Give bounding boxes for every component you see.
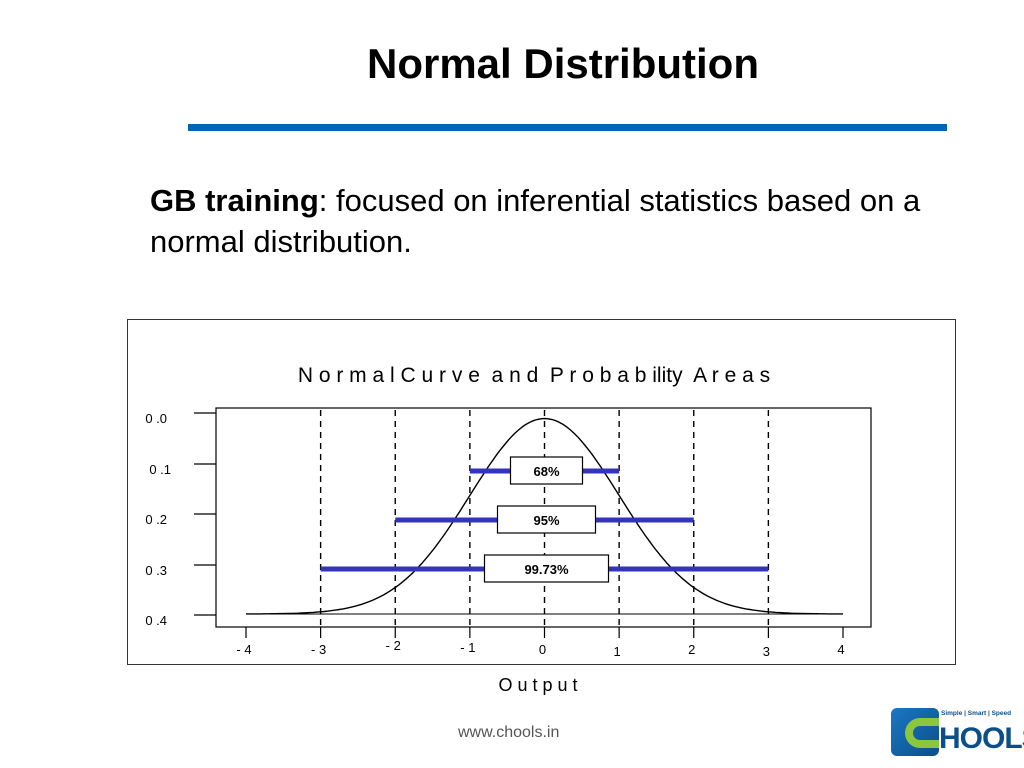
curve-group xyxy=(246,417,843,615)
interval-label-0: 68% xyxy=(533,464,559,479)
x-tick-label-1: - 3 xyxy=(311,642,326,657)
slide-title: Normal Distribution xyxy=(366,40,759,87)
intro-rest: : focused on inferential statistics base… xyxy=(150,183,921,259)
chools-c-logo-icon xyxy=(891,708,939,756)
plot-area xyxy=(215,407,872,628)
x-tick-label-4: 0 xyxy=(539,642,546,657)
x-tick-label-6: 2 xyxy=(688,642,695,657)
chools-logo: Simple | Smart | Speed HOOLS xyxy=(891,708,1024,758)
x-axis: - 4 - 3 - 2 - 1 0 1 2 3 4 xyxy=(236,627,845,659)
interval-box-0 xyxy=(509,456,584,485)
chart-frame xyxy=(127,319,956,665)
interval-label-1: 95% xyxy=(533,513,559,528)
interval-group: 68% 95% 99.73% xyxy=(320,456,769,583)
title-underline xyxy=(188,124,947,131)
y-tick-label-2: 0 .2 xyxy=(145,512,167,527)
interval-label-2: 99.73% xyxy=(524,562,569,577)
dashed-lines xyxy=(319,410,770,625)
x-tick-label-3: - 1 xyxy=(460,640,475,655)
x-tick-label-2: - 2 xyxy=(386,638,401,653)
x-tick-label-8: 4 xyxy=(837,642,844,657)
y-tick-label-4: 0 .4 xyxy=(145,613,167,628)
x-tick-label-5: 1 xyxy=(614,644,621,659)
interval-box-2 xyxy=(483,554,610,583)
y-tick-label-0: 0 .0 xyxy=(145,411,167,426)
intro-bold: GB training xyxy=(150,183,319,218)
chart-title: N o r m a l C u r v e a n d P r o b a b … xyxy=(298,364,770,387)
footer-url: www.chools.in xyxy=(458,724,560,741)
logo-wordmark: HOOLS xyxy=(939,722,1024,755)
interval-box-1 xyxy=(496,505,597,534)
y-tick-label-1: 0 .1 xyxy=(149,462,171,477)
y-tick-label-3: 0 .3 xyxy=(145,563,167,578)
normal-curve-line xyxy=(246,417,843,615)
intro-text: GB training: focused on inferential stat… xyxy=(150,180,950,262)
x-axis-label: O u t p u t xyxy=(498,675,577,695)
y-axis: 0 .0 0 .1 0 .2 0 .3 0 .4 xyxy=(145,411,216,628)
x-tick-label-0: - 4 xyxy=(236,642,251,657)
x-tick-label-7: 3 xyxy=(763,644,770,659)
logo-tagline: Simple | Smart | Speed xyxy=(941,710,1012,717)
